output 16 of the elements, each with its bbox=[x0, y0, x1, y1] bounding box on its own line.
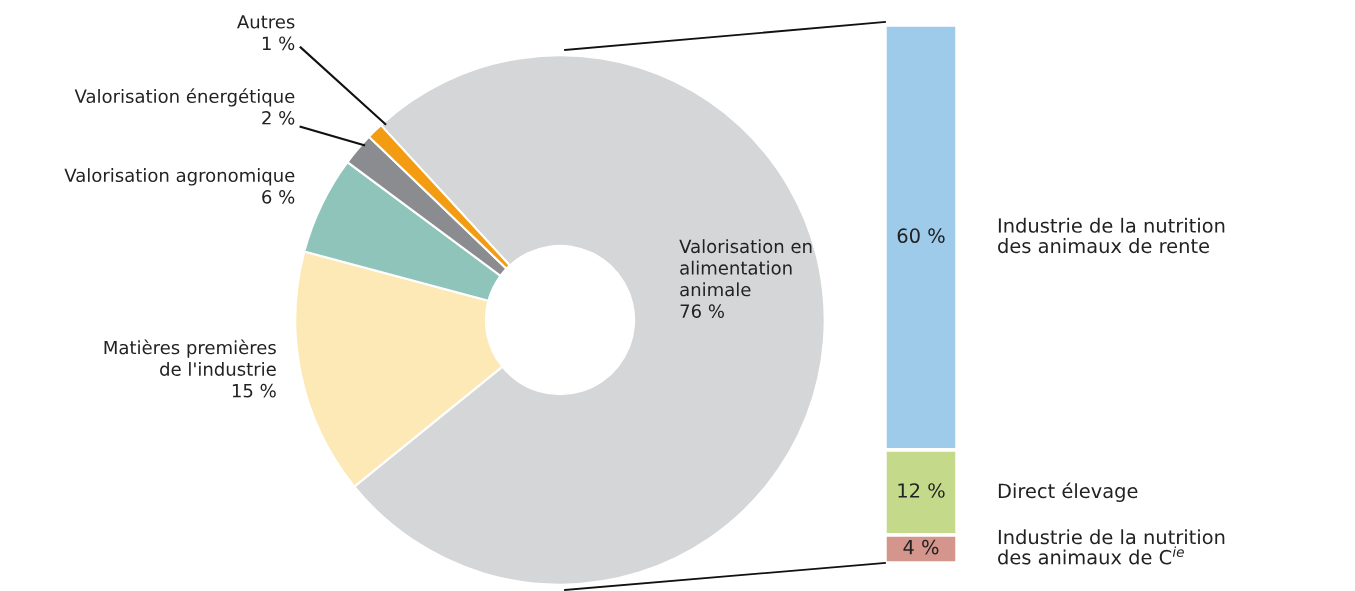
data-label: 1 % bbox=[262, 36, 295, 51]
data-label: 6 % bbox=[262, 190, 295, 204]
slice-label: Autres bbox=[237, 15, 295, 29]
text: Industrie de la nutrition des animaux de C$^{ie}$ bbox=[998, 529, 1225, 565]
text: Direct élevage bbox=[998, 482, 1138, 503]
slice-label: Valorisation agronomique bbox=[64, 168, 295, 186]
data-label: 76 % bbox=[680, 304, 724, 318]
data-label: 2 % bbox=[262, 110, 295, 125]
data-label: 12 % bbox=[898, 483, 945, 498]
slice-label: Matières premières de l'industrie bbox=[104, 339, 276, 376]
data-label: 4 % bbox=[903, 539, 939, 555]
text: Industrie de la nutrition des animaux de rente bbox=[998, 217, 1225, 254]
data-label: 15 % bbox=[232, 383, 276, 398]
slice-label: Valorisation énergétique bbox=[74, 88, 295, 107]
slice-label: Valorisation en alimentation animale bbox=[679, 239, 812, 297]
data-label: 60 % bbox=[897, 228, 945, 244]
